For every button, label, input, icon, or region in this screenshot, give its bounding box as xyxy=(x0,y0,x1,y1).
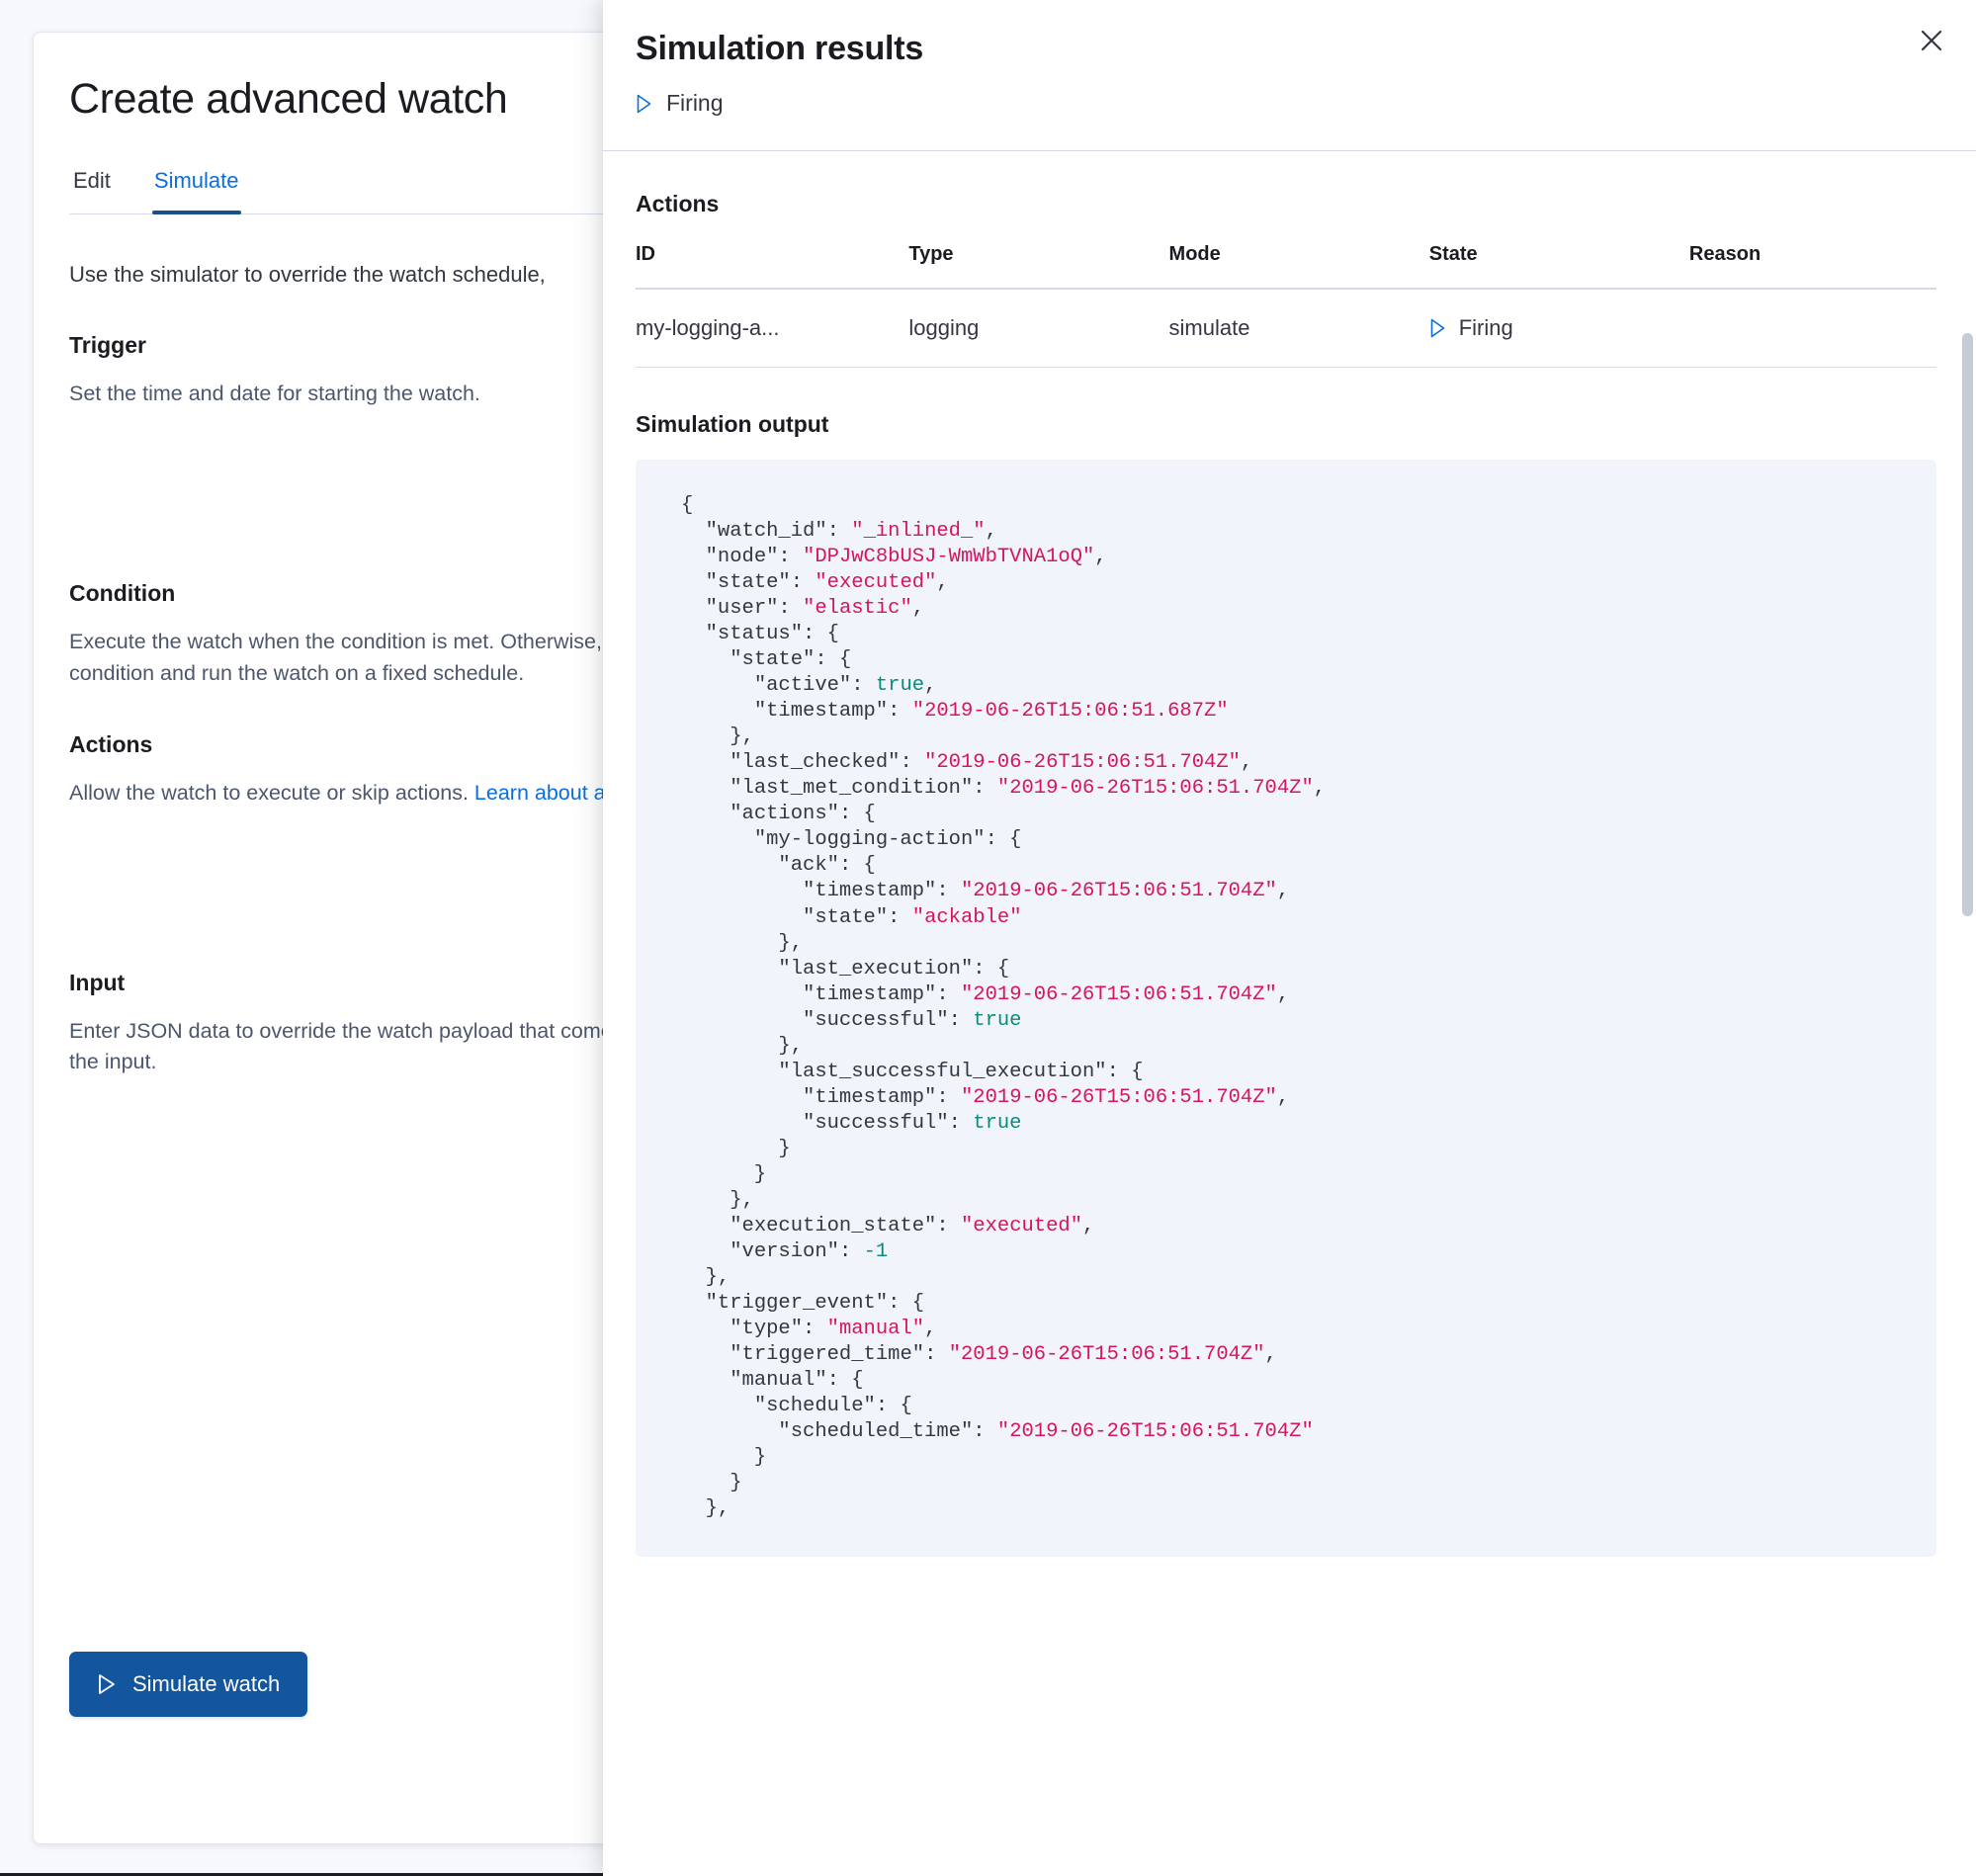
section-trigger: Trigger Set the time and date for starti… xyxy=(69,332,1198,539)
simulate-watch-button[interactable]: Simulate watch xyxy=(69,1652,308,1718)
column-header-reason: Reason xyxy=(1688,243,1936,290)
condition-desc-line1: Execute the watch when the condition is … xyxy=(69,630,602,654)
flyout-scrollbar[interactable] xyxy=(1959,153,1976,1876)
actions-table: ID Type Mode State Reason my-logging-a..… xyxy=(636,243,1936,368)
column-header-id: ID xyxy=(636,243,909,290)
section-title-input: Input xyxy=(69,969,126,995)
simulation-output-json: { "watch_id": "_inlined_", "node": "DPJw… xyxy=(681,494,1327,1521)
tab-simulate[interactable]: Simulate xyxy=(151,162,241,215)
cell-state: Firing xyxy=(1428,289,1689,368)
condition-desc-line2: condition and run the watch on a fixed s… xyxy=(69,660,525,685)
simulation-output-codeblock[interactable]: { "watch_id": "_inlined_", "node": "DPJw… xyxy=(636,460,1936,1557)
learn-about-actions-link[interactable]: Learn about a xyxy=(473,780,606,805)
cell-reason xyxy=(1688,289,1936,368)
simulation-output-heading: Simulation output xyxy=(636,411,829,437)
column-header-type: Type xyxy=(908,243,1169,290)
section-desc-actions: Allow the watch to execute or skip actio… xyxy=(69,778,1147,810)
input-desc-line1: Enter JSON data to override the watch pa… xyxy=(69,1018,613,1043)
simulation-results-flyout: Simulation results Firing Actions xyxy=(603,0,1976,1876)
column-header-state: State xyxy=(1428,243,1689,290)
section-title-condition: Condition xyxy=(69,580,176,607)
tab-edit[interactable]: Edit xyxy=(71,162,113,213)
flyout-scrollbar-thumb[interactable] xyxy=(1962,333,1973,916)
bottom-divider xyxy=(0,1873,603,1876)
section-title-trigger: Trigger xyxy=(69,332,146,359)
column-header-mode: Mode xyxy=(1168,243,1429,290)
cell-state-label: Firing xyxy=(1458,315,1513,340)
overall-status: Firing xyxy=(636,90,1936,117)
table-header-row: ID Type Mode State Reason xyxy=(636,243,1936,290)
input-desc-line2: the input. xyxy=(69,1050,157,1074)
flyout-header: Simulation results Firing xyxy=(603,0,1976,151)
flyout-body: Actions ID Type Mode State Reason my-log… xyxy=(603,151,1976,1876)
cell-type: logging xyxy=(908,289,1169,368)
close-icon[interactable] xyxy=(1909,18,1954,63)
play-icon xyxy=(97,1673,117,1695)
simulate-watch-button-label: Simulate watch xyxy=(132,1671,281,1697)
section-desc-trigger: Set the time and date for starting the w… xyxy=(69,382,480,406)
actions-desc-text: Allow the watch to execute or skip actio… xyxy=(69,780,474,805)
overall-status-label: Firing xyxy=(666,90,724,116)
section-title-actions: Actions xyxy=(69,730,153,757)
page-title: Create advanced watch xyxy=(69,75,508,123)
table-row: my-logging-a... logging simulate Firing xyxy=(636,289,1936,368)
play-icon xyxy=(1429,318,1446,338)
section-desc-condition: Execute the watch when the condition is … xyxy=(69,627,1147,690)
intro-text: Use the simulator to override the watch … xyxy=(69,262,546,288)
section-actions: Actions Allow the watch to execute or sk… xyxy=(69,731,1198,928)
cell-mode: simulate xyxy=(1168,289,1429,368)
section-condition: Condition Execute the watch when the con… xyxy=(69,580,1198,690)
play-icon xyxy=(636,94,652,114)
flyout-title: Simulation results xyxy=(636,30,924,67)
section-input: Input Enter JSON data to override the wa… xyxy=(69,970,1198,1237)
section-desc-input: Enter JSON data to override the watch pa… xyxy=(69,1016,1147,1079)
actions-heading: Actions xyxy=(636,191,720,216)
cell-id: my-logging-a... xyxy=(636,289,909,368)
